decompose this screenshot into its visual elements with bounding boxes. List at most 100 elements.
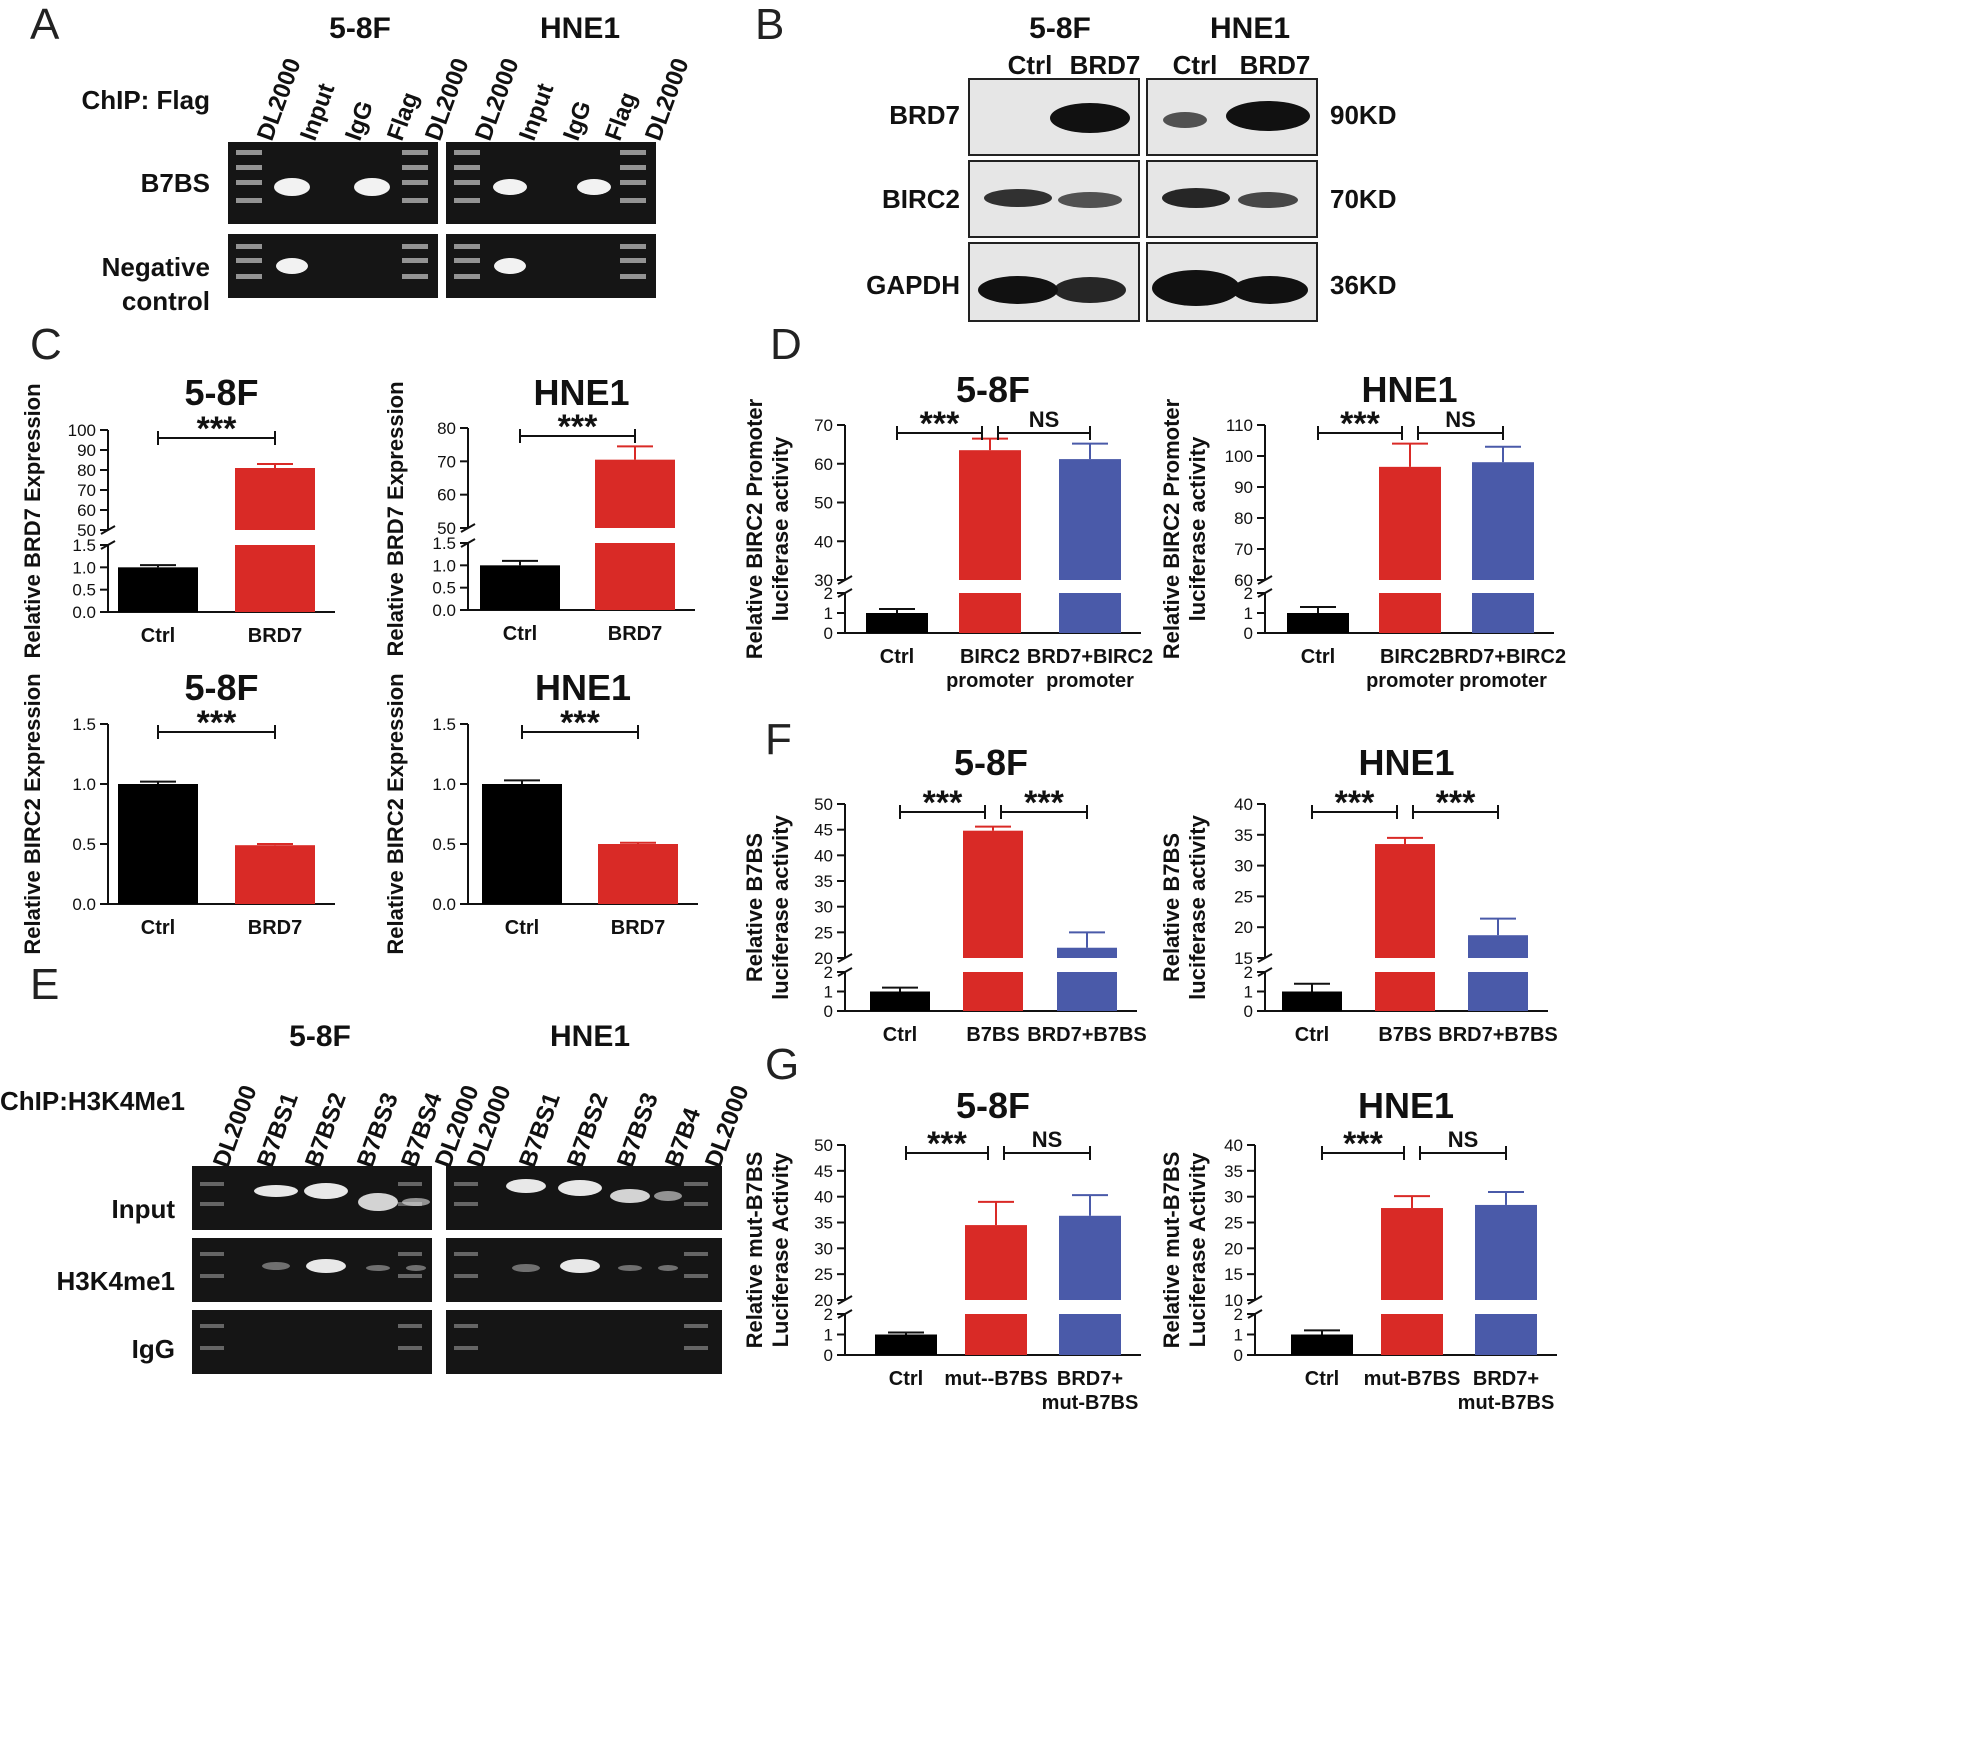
bar-lower	[1059, 593, 1121, 633]
bar	[1472, 462, 1534, 580]
y-axis-label: Relative B7BSluciferase activity	[1159, 814, 1210, 999]
significance-label: ***	[197, 410, 237, 448]
chart-g2: HNE1 Relative mut-B7BSLuciferase Activity…	[1159, 1085, 1557, 1414]
y-tick-label: 2	[824, 1305, 833, 1324]
x-tick-label: BIRC2 promoter	[1366, 646, 1454, 692]
bar	[235, 845, 315, 904]
x-tick-label: Ctrl	[1301, 646, 1335, 668]
y-tick-label: 35	[814, 872, 833, 891]
bar	[1375, 844, 1435, 958]
panel-a-row-b7bs: B7BS	[140, 168, 210, 198]
chart-c3: 5-8F Relative BIRC2 Expression 0.0 0.5 1.0 1.…	[20, 667, 335, 955]
y-axis-label: Relative mut-B7BSLuciferase Activity	[1159, 1152, 1210, 1349]
bar-lower	[1057, 972, 1117, 1011]
bar-lower	[1475, 1314, 1537, 1355]
y-tick-label: 2	[824, 584, 833, 603]
y-axis-label: Relative BRD7 Expression	[383, 381, 408, 656]
bar-lower	[1468, 972, 1528, 1011]
panel-label-f: F	[765, 715, 792, 764]
y-tick-label: 35	[814, 1214, 833, 1233]
y-tick-label: 10	[1224, 1291, 1243, 1310]
y-tick-label: 1.0	[432, 775, 456, 794]
y-tick-label: 70	[814, 416, 833, 435]
y-tick-label: 25	[1234, 887, 1253, 906]
y-axis-label: Relative BRD7 Expression	[20, 383, 45, 658]
bar	[1059, 1215, 1121, 1300]
chart-title: 5-8F	[956, 369, 1030, 410]
significance-label: NS	[1445, 407, 1476, 432]
chart-title: 5-8F	[954, 742, 1028, 783]
panel-b-protein: BIRC2	[881, 184, 960, 214]
panel-b-kd: 36KD	[1330, 270, 1397, 300]
x-tick-label: mut--B7BS	[944, 1368, 1047, 1390]
y-tick-label: 1.5	[432, 534, 456, 553]
x-tick-label: BRD7+BIRC2 promoter	[1027, 646, 1153, 692]
bar	[1379, 466, 1441, 580]
panel-e-row-input: Input	[111, 1194, 175, 1224]
bar-lower	[1059, 1314, 1121, 1355]
y-tick-label: 30	[1234, 857, 1253, 876]
y-axis-label: Relative mut-B7BSLuciferase Activity	[742, 1152, 793, 1349]
chart-title: HNE1	[1358, 742, 1454, 783]
x-tick-label: BRD7+B7BS	[1027, 1024, 1146, 1046]
bar	[118, 567, 198, 612]
panel-e-chip-label: ChIP:H3K4Me1	[0, 1086, 185, 1116]
panel-e-row-igg: IgG	[131, 1334, 175, 1364]
bar	[1291, 1334, 1353, 1355]
chart-title: 5-8F	[956, 1085, 1030, 1126]
panel-e-bands	[200, 1179, 708, 1350]
significance-label: ***	[927, 1125, 967, 1163]
y-axis-label: Relative BIRC2 Promoterluciferase activi…	[1159, 398, 1210, 659]
y-tick-label: 30	[814, 571, 833, 590]
panel-e-row-h3k4me1: H3K4me1	[56, 1266, 175, 1296]
panel-a-row-negative-control: Negative control	[101, 252, 210, 316]
bar	[480, 565, 560, 610]
panel-b-protein: GAPDH	[866, 270, 960, 300]
y-tick-label: 0	[1244, 1002, 1253, 1021]
y-tick-label: 20	[814, 949, 833, 968]
y-tick-label: 0.0	[72, 895, 96, 914]
panel-a-chip-label: ChIP: Flag	[81, 85, 210, 115]
bar	[1475, 1204, 1537, 1300]
significance-label: NS	[1448, 1127, 1479, 1152]
y-axis-label: Relative BIRC2 Expression	[383, 673, 408, 954]
panel-b-condition: Ctrl	[1007, 50, 1053, 80]
x-tick-label: BRD7	[608, 623, 662, 645]
y-tick-label: 25	[814, 923, 833, 942]
y-tick-label: 70	[437, 452, 456, 471]
bar	[1282, 991, 1342, 1011]
y-axis-label: Relative BIRC2 Promoterluciferase activi…	[742, 398, 793, 659]
panel-label-e: E	[30, 960, 60, 1009]
x-tick-label: Ctrl	[141, 625, 175, 647]
significance-label: ***	[1024, 784, 1064, 822]
bar	[235, 468, 315, 530]
x-tick-label: B7BS	[1378, 1024, 1431, 1046]
y-tick-label: 0	[824, 624, 833, 643]
y-tick-label: 0	[824, 1002, 833, 1021]
x-tick-label: BRD7+B7BS	[1438, 1024, 1557, 1046]
panel-label-a: A	[30, 0, 60, 49]
y-tick-label: 0.5	[72, 835, 96, 854]
significance-label: ***	[1436, 784, 1476, 822]
y-tick-label: 20	[814, 1291, 833, 1310]
chart-c1: 5-8F Relative BRD7 Expression 0.0 0.5 1.0 1.5…	[20, 372, 335, 659]
y-tick-label: 1	[824, 604, 833, 623]
y-tick-label: 50	[77, 521, 96, 540]
significance-label: ***	[1343, 1125, 1383, 1163]
y-tick-label: 50	[814, 795, 833, 814]
x-tick-label: Ctrl	[880, 646, 914, 668]
y-tick-label: 60	[437, 486, 456, 505]
x-tick-label: Ctrl	[141, 917, 175, 939]
y-tick-label: 60	[77, 501, 96, 520]
y-tick-label: 0.0	[72, 603, 96, 622]
y-tick-label: 100	[68, 421, 96, 440]
x-tick-label: mut-B7BS	[1364, 1368, 1461, 1390]
bar	[1059, 459, 1121, 580]
y-tick-label: 35	[1234, 826, 1253, 845]
significance-label: ***	[197, 704, 237, 742]
panel-b-condition: BRD7	[1239, 50, 1311, 80]
chart-title: 5-8F	[184, 372, 258, 413]
y-tick-label: 1	[1234, 1326, 1243, 1345]
y-axis-label: Relative BIRC2 Expression	[20, 673, 45, 954]
